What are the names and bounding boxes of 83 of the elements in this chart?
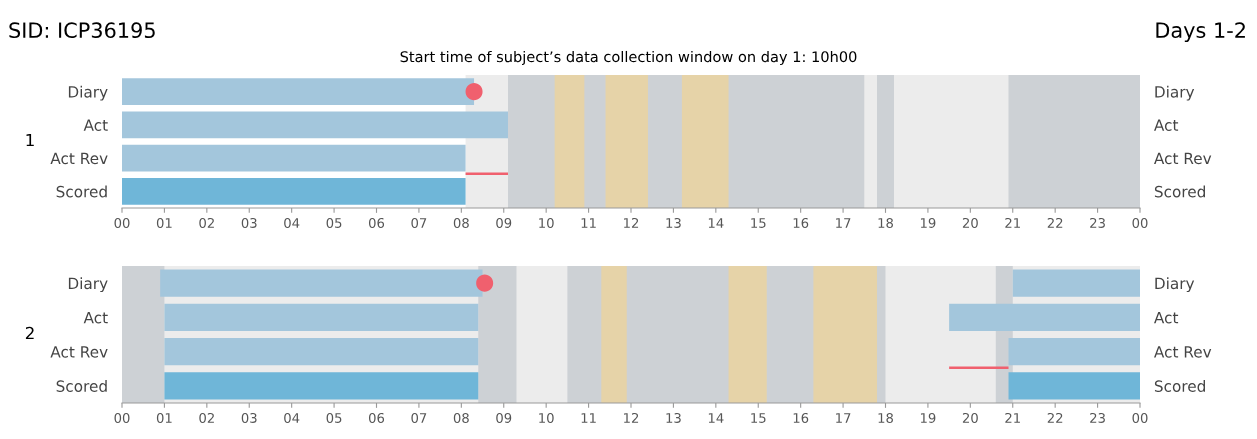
category-label: Act xyxy=(83,119,108,131)
y-tick-label: Diary xyxy=(1155,277,1195,293)
x-tick-label: 20 xyxy=(962,412,978,423)
y-tick-label: Scored xyxy=(1154,380,1205,392)
x-tick-label: 04 xyxy=(284,217,300,228)
x-tick-label: 02 xyxy=(199,412,214,423)
x-tick-label: 07 xyxy=(411,217,427,228)
x-tick-label: 13 xyxy=(666,412,681,423)
y-tick-label: Diary xyxy=(1155,85,1195,101)
x-tick-label: 09 xyxy=(496,412,512,423)
y-tick-label: Act xyxy=(1154,119,1179,131)
x-tick-label: 17 xyxy=(836,218,851,228)
x-tick-label: 23 xyxy=(1090,412,1105,423)
x-tick-label: 15 xyxy=(751,218,766,228)
x-tick-label: 03 xyxy=(241,412,257,423)
x-tick-label: 13 xyxy=(666,217,681,228)
y-tick-label: Act xyxy=(1154,312,1179,324)
bar xyxy=(122,111,508,139)
x-tick-label: 00 xyxy=(114,412,130,423)
x-tick-label: 16 xyxy=(793,217,809,228)
x-tick-label: 22 xyxy=(1047,217,1063,228)
x-tick-label: 01 xyxy=(156,217,172,228)
bar xyxy=(1008,372,1140,400)
category-label: Scored xyxy=(56,380,107,392)
x-tick-label: 07 xyxy=(411,412,427,423)
category-label: Diary xyxy=(68,85,108,101)
bar xyxy=(1012,269,1140,297)
category-label: Act xyxy=(83,312,108,324)
x-tick-label: 17 xyxy=(836,413,851,423)
x-tick-label: 11 xyxy=(581,218,596,228)
bar xyxy=(122,178,466,205)
x-tick-label: 16 xyxy=(793,412,809,423)
x-tick-label: 05 xyxy=(326,217,342,228)
category-label: Act Rev xyxy=(50,346,108,358)
y-tick-label: Act Rev xyxy=(1154,346,1212,358)
category-label: Act Rev xyxy=(50,152,108,165)
x-tick-label: 12 xyxy=(624,217,639,228)
x-tick-label: 08 xyxy=(453,217,469,228)
y-tick-label: Scored xyxy=(1154,185,1205,198)
x-tick-label: 06 xyxy=(368,217,385,228)
x-tick-label: 18 xyxy=(878,217,893,228)
y-tick-label: Act Rev xyxy=(1154,152,1212,165)
x-tick-label: 15 xyxy=(751,413,766,423)
x-tick-label: 08 xyxy=(453,412,469,423)
x-tick-label: 22 xyxy=(1047,412,1063,423)
x-tick-label: 10 xyxy=(539,412,554,423)
x-tick-label: 21 xyxy=(1005,217,1020,228)
text: 2 xyxy=(25,326,34,340)
category-label: Diary xyxy=(68,277,108,293)
x-tick-label: 19 xyxy=(920,217,936,228)
x-tick-label: 14 xyxy=(708,218,724,228)
x-tick-label: 00 xyxy=(1132,217,1148,228)
x-tick-label: 03 xyxy=(241,217,257,228)
x-tick-label: 00 xyxy=(1132,412,1148,423)
x-tick-label: 02 xyxy=(199,217,214,228)
x-tick-label: 06 xyxy=(368,412,385,423)
x-tick-label: 09 xyxy=(496,217,512,228)
bar xyxy=(164,337,479,366)
bar xyxy=(164,303,479,332)
bar xyxy=(1008,337,1140,366)
x-tick-label: 04 xyxy=(284,412,300,423)
x-tick-label: 11 xyxy=(581,413,596,423)
bar xyxy=(164,372,479,400)
bar xyxy=(122,144,466,172)
x-tick-label: 10 xyxy=(539,217,554,228)
x-tick-label: 19 xyxy=(920,412,936,423)
x-tick-label: 12 xyxy=(624,412,639,423)
chart-subtitle: Start time of subject’s data collection window on day 1: 10h00 xyxy=(400,50,857,66)
x-tick-label: 23 xyxy=(1090,217,1105,228)
text: Days 1-2 xyxy=(1156,22,1245,43)
x-tick-label: 14 xyxy=(708,413,724,423)
x-tick-label: 18 xyxy=(878,412,893,423)
x-tick-label: 21 xyxy=(1005,412,1020,423)
bar xyxy=(160,269,483,297)
x-tick-label: 00 xyxy=(114,217,130,228)
bar xyxy=(122,78,475,105)
text: 1 xyxy=(26,133,34,147)
bar xyxy=(949,303,1140,332)
x-tick-label: 20 xyxy=(962,217,978,228)
category-label: Scored xyxy=(56,185,107,198)
x-tick-label: 05 xyxy=(326,412,342,423)
chart-title: SID: ICP36195 xyxy=(9,22,155,39)
x-tick-label: 01 xyxy=(156,412,172,423)
